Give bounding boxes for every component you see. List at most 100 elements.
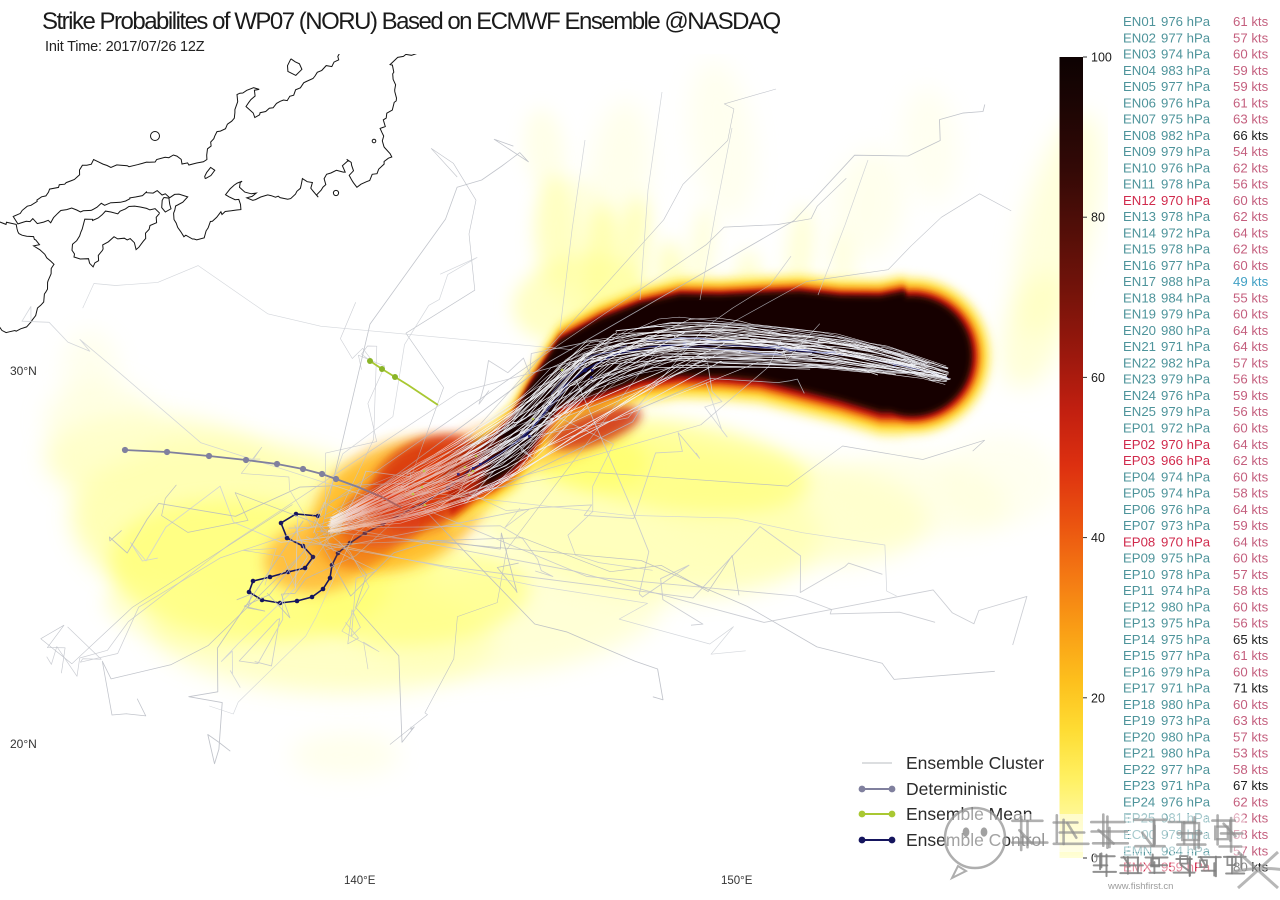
svg-text:971 hPa: 971 hPa	[1161, 339, 1211, 354]
svg-text:EN04: EN04	[1123, 63, 1156, 78]
svg-text:60 kts: 60 kts	[1233, 599, 1269, 614]
svg-text:30°N: 30°N	[10, 364, 37, 378]
svg-text:EP13: EP13	[1123, 616, 1155, 631]
svg-text:EN16: EN16	[1123, 258, 1156, 273]
svg-text:57 kts: 57 kts	[1233, 30, 1269, 45]
svg-text:54 kts: 54 kts	[1233, 144, 1269, 159]
svg-text:63 kts: 63 kts	[1233, 112, 1269, 127]
svg-text:62 kts: 62 kts	[1233, 242, 1269, 257]
svg-text:EP17: EP17	[1123, 681, 1155, 696]
svg-text:EP20: EP20	[1123, 729, 1155, 744]
svg-text:977 hPa: 977 hPa	[1161, 79, 1211, 94]
svg-text:60 kts: 60 kts	[1233, 469, 1269, 484]
svg-text:60 kts: 60 kts	[1233, 258, 1269, 273]
svg-text:966 hPa: 966 hPa	[1161, 453, 1211, 468]
svg-text:63 kts: 63 kts	[1233, 713, 1269, 728]
svg-text:973 hPa: 973 hPa	[1161, 518, 1211, 533]
svg-text:59 kts: 59 kts	[1233, 63, 1269, 78]
svg-text:71 kts: 71 kts	[1233, 681, 1269, 696]
svg-text:61 kts: 61 kts	[1233, 95, 1269, 110]
svg-text:EP03: EP03	[1123, 453, 1155, 468]
svg-text:140°E: 140°E	[344, 875, 376, 887]
svg-text:980 hPa: 980 hPa	[1161, 729, 1211, 744]
svg-text:64 kts: 64 kts	[1233, 437, 1269, 452]
svg-text:983 hPa: 983 hPa	[1161, 63, 1211, 78]
svg-text:150°E: 150°E	[721, 875, 753, 887]
svg-text:60 kts: 60 kts	[1233, 421, 1269, 436]
svg-text:EP23: EP23	[1123, 778, 1155, 793]
svg-text:979 hPa: 979 hPa	[1161, 404, 1211, 419]
svg-text:60 kts: 60 kts	[1233, 47, 1269, 62]
svg-text:EN20: EN20	[1123, 323, 1156, 338]
svg-text:56 kts: 56 kts	[1233, 404, 1269, 419]
svg-text:58 kts: 58 kts	[1233, 583, 1269, 598]
svg-text:60 kts: 60 kts	[1233, 307, 1269, 322]
svg-text:976 hPa: 976 hPa	[1161, 14, 1211, 29]
svg-text:EN08: EN08	[1123, 128, 1156, 143]
svg-text:56 kts: 56 kts	[1233, 616, 1269, 631]
svg-text:980 hPa: 980 hPa	[1161, 746, 1211, 761]
svg-text:980 hPa: 980 hPa	[1161, 323, 1211, 338]
svg-text:57 kts: 57 kts	[1233, 356, 1269, 371]
svg-text:979 hPa: 979 hPa	[1161, 144, 1211, 159]
svg-text:EP05: EP05	[1123, 486, 1155, 501]
svg-text:EP14: EP14	[1123, 632, 1155, 647]
svg-text:978 hPa: 978 hPa	[1161, 177, 1211, 192]
svg-text:EN25: EN25	[1123, 404, 1156, 419]
svg-text:EN10: EN10	[1123, 160, 1156, 175]
svg-text:EP02: EP02	[1123, 437, 1155, 452]
svg-text:www.fishfirst.cn: www.fishfirst.cn	[1107, 881, 1173, 892]
svg-text:57 kts: 57 kts	[1233, 729, 1269, 744]
svg-text:64 kts: 64 kts	[1233, 534, 1269, 549]
svg-text:20: 20	[1091, 691, 1105, 705]
svg-text:EP16: EP16	[1123, 664, 1155, 679]
svg-text:974 hPa: 974 hPa	[1161, 486, 1211, 501]
svg-text:EN06: EN06	[1123, 95, 1156, 110]
svg-text:EP04: EP04	[1123, 469, 1155, 484]
svg-text:EN19: EN19	[1123, 307, 1156, 322]
svg-text:974 hPa: 974 hPa	[1161, 469, 1211, 484]
svg-text:60 kts: 60 kts	[1233, 193, 1269, 208]
svg-text:40: 40	[1091, 531, 1105, 545]
svg-text:61 kts: 61 kts	[1233, 648, 1269, 663]
svg-text:64 kts: 64 kts	[1233, 339, 1269, 354]
svg-text:EN18: EN18	[1123, 290, 1156, 305]
svg-text:973 hPa: 973 hPa	[1161, 713, 1211, 728]
svg-text:62 kts: 62 kts	[1233, 795, 1269, 810]
svg-text:59 kts: 59 kts	[1233, 79, 1269, 94]
svg-text:970 hPa: 970 hPa	[1161, 193, 1211, 208]
svg-text:64 kts: 64 kts	[1233, 502, 1269, 517]
svg-text:974 hPa: 974 hPa	[1161, 583, 1211, 598]
svg-text:979 hPa: 979 hPa	[1161, 307, 1211, 322]
svg-text:Deterministic: Deterministic	[906, 779, 1007, 799]
svg-text:100: 100	[1091, 51, 1112, 65]
svg-text:58 kts: 58 kts	[1233, 762, 1269, 777]
svg-text:EN03: EN03	[1123, 47, 1156, 62]
svg-text:975 hPa: 975 hPa	[1161, 112, 1211, 127]
svg-text:EN07: EN07	[1123, 112, 1156, 127]
svg-text:55 kts: 55 kts	[1233, 290, 1269, 305]
svg-text:978 hPa: 978 hPa	[1161, 209, 1211, 224]
svg-text:EP18: EP18	[1123, 697, 1155, 712]
svg-text:EP09: EP09	[1123, 551, 1155, 566]
svg-text:EP08: EP08	[1123, 534, 1155, 549]
svg-text:EN23: EN23	[1123, 372, 1156, 387]
svg-text:Ensemble Cluster: Ensemble Cluster	[906, 753, 1044, 773]
svg-text:EN17: EN17	[1123, 274, 1156, 289]
svg-text:EN24: EN24	[1123, 388, 1156, 403]
svg-text:EN21: EN21	[1123, 339, 1156, 354]
svg-text:EN09: EN09	[1123, 144, 1156, 159]
svg-text:60: 60	[1091, 371, 1105, 385]
svg-text:978 hPa: 978 hPa	[1161, 567, 1211, 582]
svg-text:60 kts: 60 kts	[1233, 551, 1269, 566]
svg-text:62 kts: 62 kts	[1233, 160, 1269, 175]
svg-text:988 hPa: 988 hPa	[1161, 274, 1211, 289]
svg-text:959 hPa: 959 hPa	[1161, 860, 1211, 875]
svg-text:EP07: EP07	[1123, 518, 1155, 533]
svg-text:977 hPa: 977 hPa	[1161, 762, 1211, 777]
svg-text:EN22: EN22	[1123, 356, 1156, 371]
svg-text:EP24: EP24	[1123, 795, 1155, 810]
svg-text:EN13: EN13	[1123, 209, 1156, 224]
svg-text:20°N: 20°N	[10, 737, 37, 751]
svg-text:EN12: EN12	[1123, 193, 1156, 208]
